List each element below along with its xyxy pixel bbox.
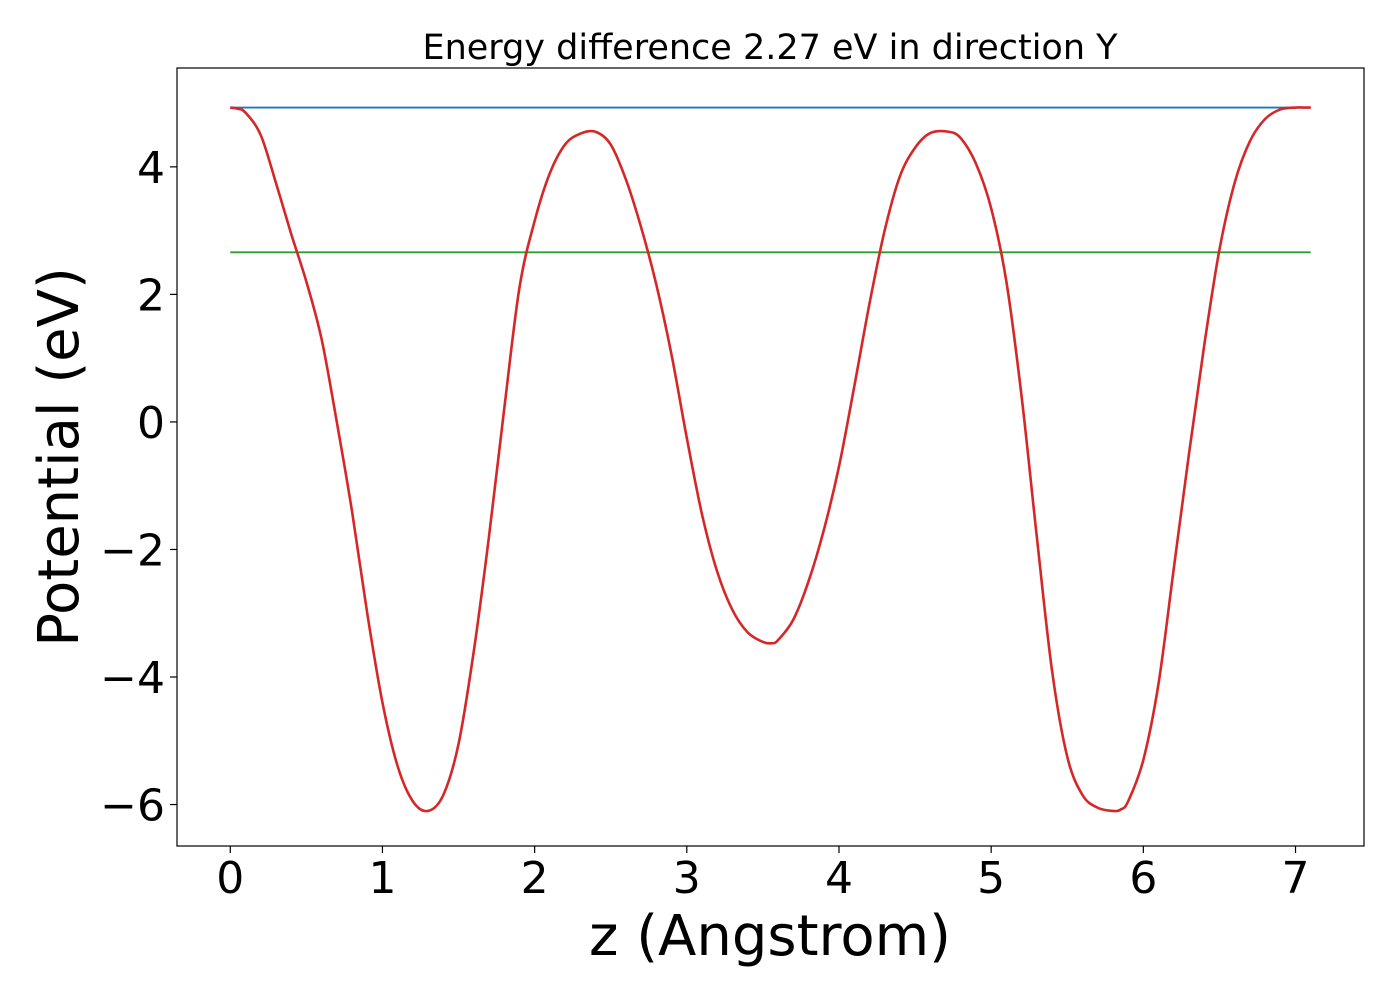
y-tick-label: 2 [137,270,165,321]
x-tick-label: 3 [673,853,701,904]
chart-title: Energy difference 2.27 eV in direction Y [422,28,1118,68]
x-tick-label: 0 [216,853,244,904]
x-axis-label: z (Angstrom) [589,904,951,969]
x-tick-label: 6 [1129,853,1157,904]
x-axis-ticks: 0 1 2 3 4 5 6 7 [216,846,1310,904]
y-tick-label: −6 [100,781,165,832]
y-tick-label: −2 [100,525,165,576]
y-tick-label: −4 [100,653,165,704]
y-axis-ticks: −6 −4 −2 0 2 4 [100,143,177,832]
x-tick-label: 4 [825,853,853,904]
x-tick-label: 2 [521,853,549,904]
y-tick-label: 4 [137,143,165,194]
y-axis-label: Potential (eV) [27,267,92,647]
series-layer [230,106,1311,813]
y-tick-label: 0 [137,398,165,449]
x-tick-label: 5 [977,853,1005,904]
x-tick-label: 1 [368,853,396,904]
potential-curve-series-0 [230,106,1311,813]
x-tick-label: 7 [1282,853,1310,904]
plot-frame [176,67,1365,847]
